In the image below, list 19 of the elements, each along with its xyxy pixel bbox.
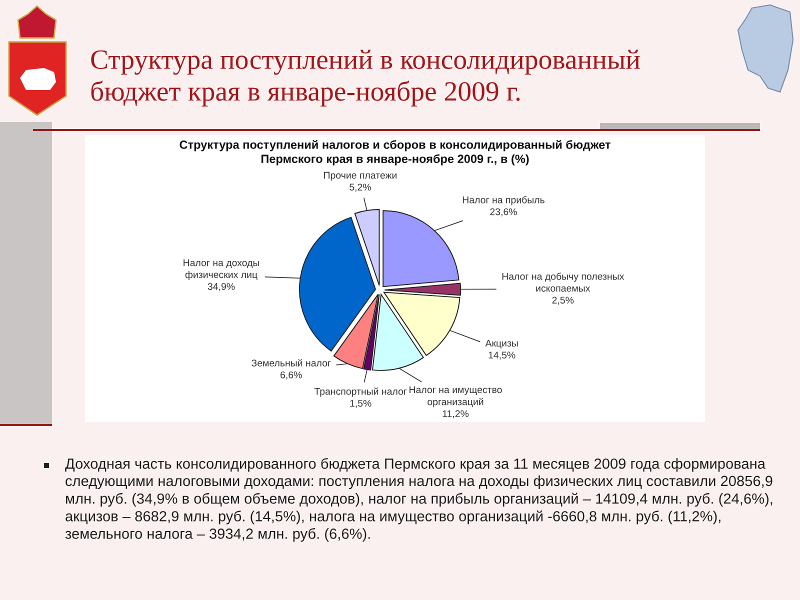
- data-label: 1,5%: [350, 400, 372, 408]
- text: Доходная часть консолидированного бюджета Пермского края за 11 месяцев 2009 года сформирована следующими налоговыми доходами: поступления налога на доходы физических лиц составили 20856,9 млн. руб. (34,9% в общем объеме доходов), налог на прибыль организаций – 14109,4 млн. руб. (24,6%), акцизов – 8682,9 млн. руб. (14,5%), налога на имущество организаций -6660,8 млн. руб. (11,2%), земельного налога – 3934,2 млн. руб. (6,6%).: [65, 458, 772, 542]
- slice-label: Транспортный налог: [314, 388, 407, 397]
- chart-title: Структура поступлений в консолидированный бюджет края в январе-ноябре 2009 г.: [91, 50, 640, 106]
- data-label: 14,5%: [488, 352, 516, 360]
- slice-label: Земельный налог: [252, 359, 331, 366]
- data-label: 34,9%: [208, 283, 235, 292]
- chart-subtitle: Структура поступлений налогов и сборов в консолидированный бюджет Пермского края в январе-ноябре 2009 г., в (%): [180, 140, 610, 166]
- slice-label: Налог на имущество организаций: [410, 386, 502, 408]
- slice-label: Налог на добычу полезных ископаемых: [502, 272, 624, 292]
- data-label: 23,6%: [490, 208, 517, 216]
- slice-label: Налог на доходы физических лиц: [184, 259, 260, 280]
- data-label: 2,5%: [552, 296, 574, 305]
- data-label: 5,2%: [350, 184, 371, 192]
- slice-label: Налог на прибыль: [462, 196, 544, 206]
- data-label: 11,2%: [442, 410, 469, 418]
- slice-label: Прочие платежи: [324, 172, 396, 181]
- slice-label: Акцизы: [485, 340, 518, 348]
- data-label: 6,6%: [280, 371, 302, 380]
